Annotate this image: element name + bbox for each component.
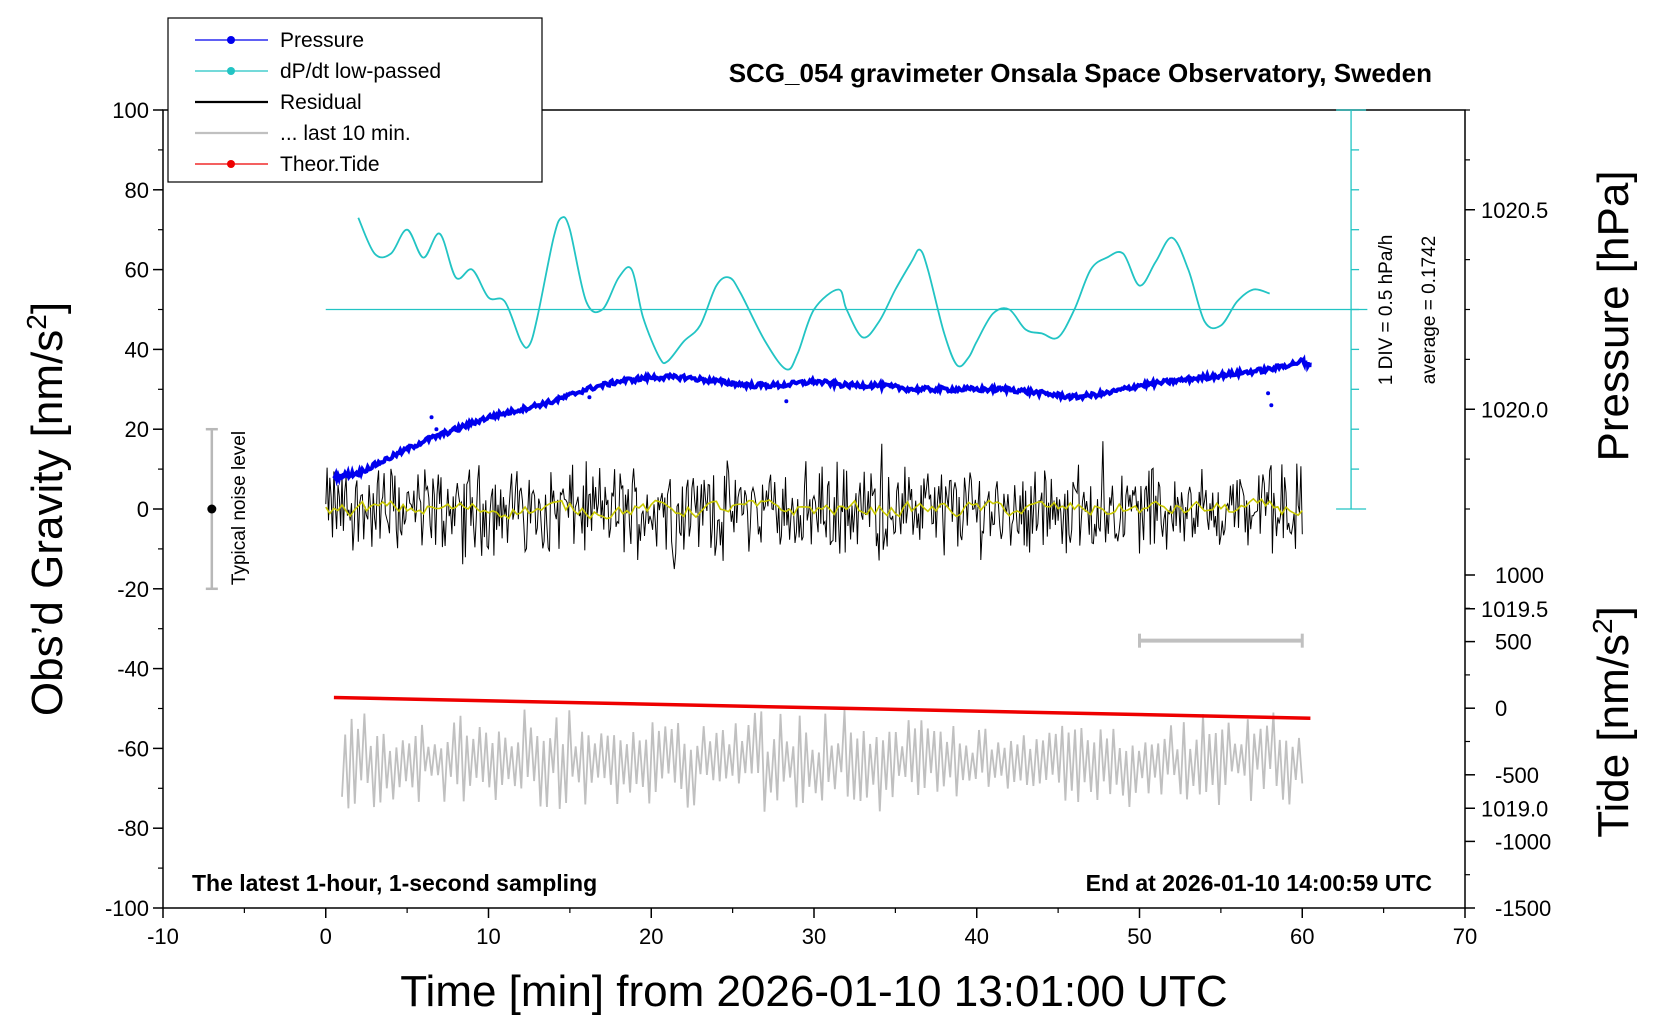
dpdt-div-label: 1 DIV = 0.5 hPa/h — [1376, 235, 1397, 386]
pressure-tick-label: 1019.0 — [1481, 796, 1548, 821]
legend-entry: ... last 10 min. — [195, 122, 411, 145]
pressure-axis-title: Pressure [hPa] — [1589, 170, 1638, 461]
dpdt-series-line — [357, 216, 1270, 371]
x-axis-title: Time [min] from 2026-01-10 13:01:00 UTC — [400, 967, 1227, 1016]
left-tick-label: -100 — [105, 896, 149, 921]
left-tick-label: 20 — [125, 417, 149, 442]
left-tick-label: -40 — [117, 657, 149, 682]
x-tick-label: 50 — [1127, 924, 1151, 949]
x-tick-label: 60 — [1290, 924, 1314, 949]
legend-entry: Residual — [195, 91, 362, 114]
pressure-tick-label: 1019.5 — [1481, 597, 1548, 622]
annotation-bottom-right: End at 2026-01-10 14:00:59 UTC — [1086, 870, 1432, 896]
legend-entries: Pressure dP/dt low-passed Residual ... last… — [195, 29, 441, 176]
legend: Pressure dP/dt low-passed Residual ... last… — [167, 17, 543, 183]
left-tick-label: 60 — [125, 258, 149, 283]
residual-smoothed-line — [325, 497, 1303, 520]
pressure-outlier-point — [1269, 403, 1274, 408]
tide-tick-label: -1500 — [1495, 896, 1551, 921]
residual-series-line — [325, 441, 1303, 570]
pressure-tick-label: 1020.5 — [1481, 198, 1548, 223]
pressure-outlier-point — [784, 399, 789, 404]
x-tick-label: -10 — [147, 924, 179, 949]
tide-tick-label: 0 — [1495, 696, 1507, 721]
legend-label: Residual — [280, 91, 362, 114]
tide-series-line — [333, 695, 1311, 720]
noise-indicator-center-dot — [207, 504, 217, 514]
left-axis-title-close: ] — [23, 302, 72, 314]
legend-swatch-dot — [227, 67, 235, 75]
legend-label: dP/dt low-passed — [280, 60, 441, 83]
axes-layer: -10 0 10 20 30 40 50 60 70-100-80-60-40-20020406… — [105, 98, 1551, 949]
tide-axis-title-sup: 2 — [1587, 618, 1618, 634]
legend-box — [167, 17, 543, 183]
annotation-bottom-left: The latest 1-hour, 1-second sampling — [192, 870, 597, 896]
noise-level-label: Typical noise level — [229, 431, 250, 585]
legend-swatch-dot — [227, 160, 235, 168]
left-tick-label: 40 — [125, 337, 149, 362]
tide-axis-title: Tide [nm/s2] — [1587, 606, 1638, 838]
dpdt-scale-bar — [1336, 109, 1367, 510]
pressure-tick-label: 1020.0 — [1481, 397, 1548, 422]
pressure-outlier-point — [434, 427, 439, 432]
left-axis-title-main: Obs’d Gravity [nm/s — [23, 330, 72, 716]
x-tick-label: 20 — [639, 924, 663, 949]
last10-marker — [1138, 633, 1304, 648]
pressure-outlier-point — [587, 395, 592, 400]
legend-swatch-dot — [227, 36, 235, 44]
noise-indicator — [205, 427, 218, 591]
legend-entry: dP/dt low-passed — [195, 60, 441, 83]
legend-label: Theor.Tide — [280, 153, 380, 176]
legend-entry: Pressure — [195, 29, 364, 52]
dpdt-average-label: average = 0.1742 — [1419, 236, 1440, 384]
tide-axis-title-close: ] — [1589, 606, 1638, 618]
tide-tick-label: -1000 — [1495, 829, 1551, 854]
left-tick-label: -60 — [117, 736, 149, 761]
chart-title: SCG_054 gravimeter Onsala Space Observat… — [729, 58, 1432, 88]
pressure-outlier-point — [1266, 391, 1271, 396]
left-axis-title: Obs’d Gravity [nm/s2] — [21, 302, 72, 716]
left-tick-label: 80 — [125, 178, 149, 203]
x-tick-label: 40 — [965, 924, 989, 949]
x-tick-label: 0 — [320, 924, 332, 949]
x-tick-label: 70 — [1453, 924, 1477, 949]
tide-tick-label: 1000 — [1495, 563, 1544, 588]
left-tick-label: -20 — [117, 577, 149, 602]
pressure-series-line — [332, 354, 1312, 487]
pressure-series — [332, 354, 1312, 487]
legend-entry: Theor.Tide — [195, 153, 380, 176]
left-tick-label: -80 — [117, 816, 149, 841]
left-tick-label: 100 — [112, 98, 149, 123]
data-layer — [205, 109, 1368, 812]
x-tick-label: 30 — [802, 924, 826, 949]
left-axis-title-sup: 2 — [21, 314, 52, 330]
plot-frame — [162, 109, 1466, 909]
tide-axis-title-main: Tide [nm/s — [1589, 634, 1638, 838]
legend-label: ... last 10 min. — [280, 122, 411, 145]
tide-tick-label: -500 — [1495, 763, 1539, 788]
x-tick-label: 10 — [476, 924, 500, 949]
last10-series-line — [341, 709, 1304, 812]
legend-label: Pressure — [280, 29, 364, 52]
left-tick-label: 0 — [137, 497, 149, 522]
pressure-outlier-point — [429, 415, 434, 420]
tide-tick-label: 500 — [1495, 630, 1532, 655]
